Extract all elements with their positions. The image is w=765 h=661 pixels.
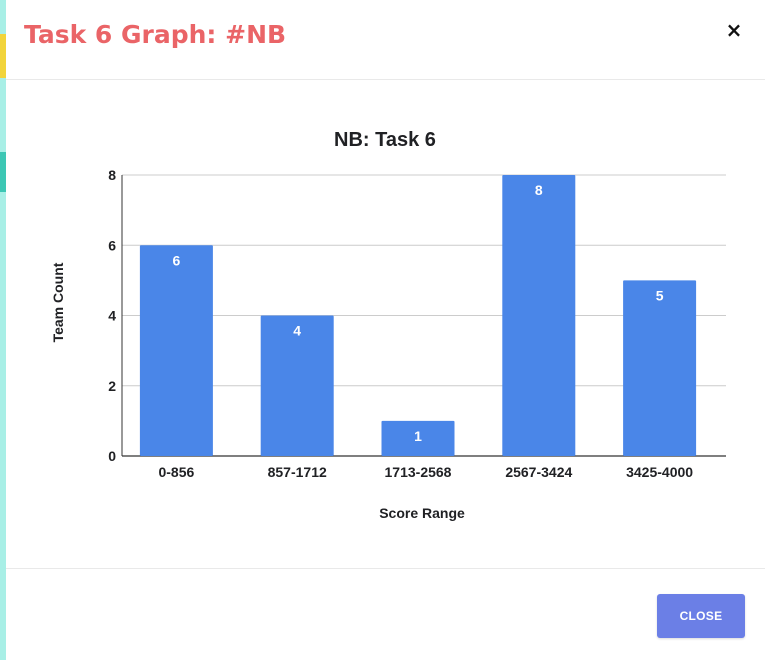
bar [381, 420, 455, 456]
y-tick-label: 0 [108, 448, 116, 464]
bar-value-label: 5 [656, 287, 664, 303]
y-axis-title: Team Count [50, 262, 66, 342]
background-page-highlight [0, 34, 8, 78]
close-icon[interactable]: × [725, 18, 743, 42]
bar-value-label: 8 [535, 182, 543, 198]
x-tick-label: 857-1712 [268, 464, 327, 480]
background-page-strip [0, 0, 8, 660]
x-tick-label: 0-856 [158, 464, 194, 480]
bar-value-label: 1 [414, 428, 422, 444]
x-tick-label: 3425-4000 [626, 464, 693, 480]
x-tick-label: 2567-3424 [505, 464, 572, 480]
y-tick-label: 2 [108, 378, 116, 394]
modal-title: Task 6 Graph: #NB [24, 20, 287, 49]
bar-chart: NB: Task 6 0 2 4 6 8 6 0-856 4 857-1712 1 1713-2568… [50, 129, 726, 521]
bar-value-label: 6 [173, 252, 181, 268]
modal-footer: CLOSE [6, 568, 765, 661]
y-tick-label: 6 [108, 237, 116, 253]
bar [260, 315, 334, 456]
graph-modal: Task 6 Graph: #NB × NB: Task 6 0 2 4 6 8 6 0-85… [6, 0, 765, 660]
bar [623, 280, 697, 456]
x-axis-title: Score Range [379, 505, 465, 521]
y-tick-label: 4 [108, 308, 116, 324]
bar [502, 175, 576, 456]
y-tick-label: 8 [108, 167, 116, 183]
modal-header: Task 6 Graph: #NB × [6, 0, 765, 80]
x-tick-label: 1713-2568 [385, 464, 452, 480]
bar-value-label: 4 [293, 323, 301, 339]
chart-title: NB: Task 6 [334, 129, 436, 151]
close-button[interactable]: CLOSE [657, 594, 745, 638]
background-page-accent [0, 152, 8, 192]
bar [139, 245, 213, 456]
chart-container: NB: Task 6 0 2 4 6 8 6 0-856 4 857-1712 1 1713-2568… [6, 80, 765, 568]
